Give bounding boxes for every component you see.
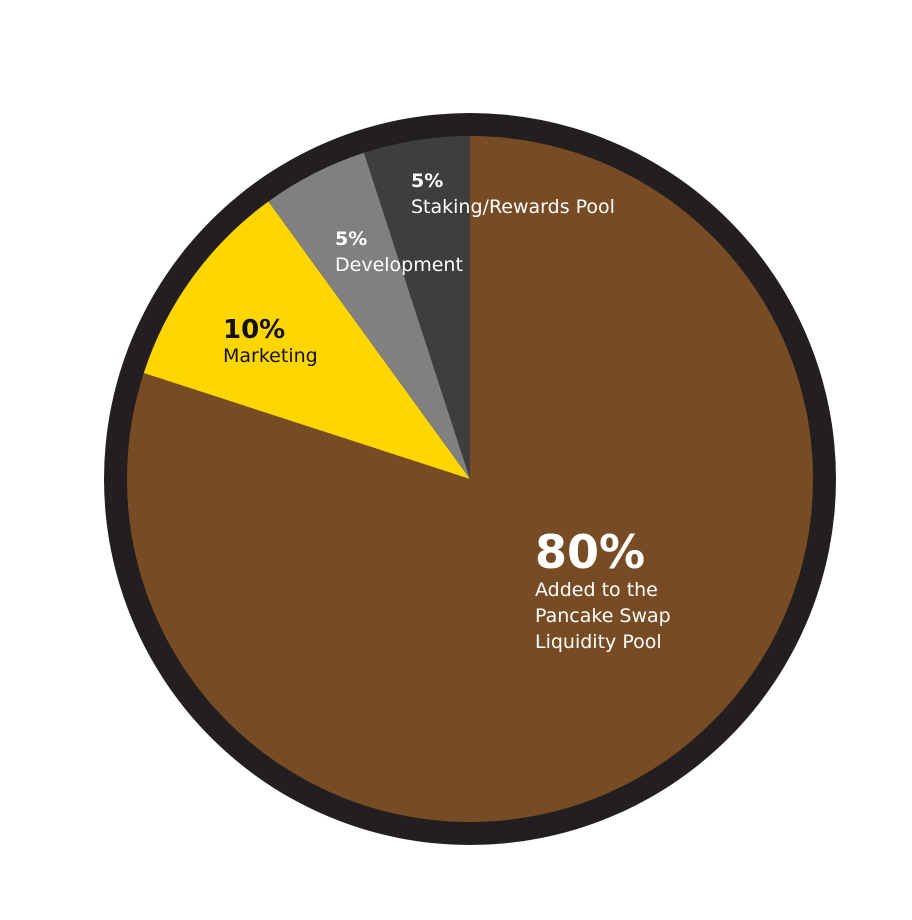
slice-name-label: Pancake Swap bbox=[535, 605, 671, 627]
pie-slice bbox=[364, 136, 470, 479]
pie-slice bbox=[143, 201, 471, 479]
slice-name-label: Liquidity Pool bbox=[535, 631, 662, 653]
pie-slice bbox=[268, 152, 470, 480]
slice-name-label: Staking/Rewards Pool bbox=[411, 196, 615, 218]
slice-name-label: Development bbox=[335, 254, 463, 276]
slice-percent-label: 5% bbox=[335, 228, 367, 250]
slice-name-label: Added to the bbox=[535, 579, 658, 601]
slice-percent-label: 80% bbox=[535, 525, 645, 579]
slice-percent-label: 5% bbox=[411, 170, 443, 192]
slice-name-label: Marketing bbox=[223, 345, 318, 367]
pie-slices bbox=[127, 136, 813, 822]
pie-slice bbox=[127, 136, 813, 822]
pie-labels: 80%Added to the Pancake Swap Liquidity Poo… bbox=[223, 170, 671, 653]
slice-percent-label: 10% bbox=[223, 315, 285, 345]
